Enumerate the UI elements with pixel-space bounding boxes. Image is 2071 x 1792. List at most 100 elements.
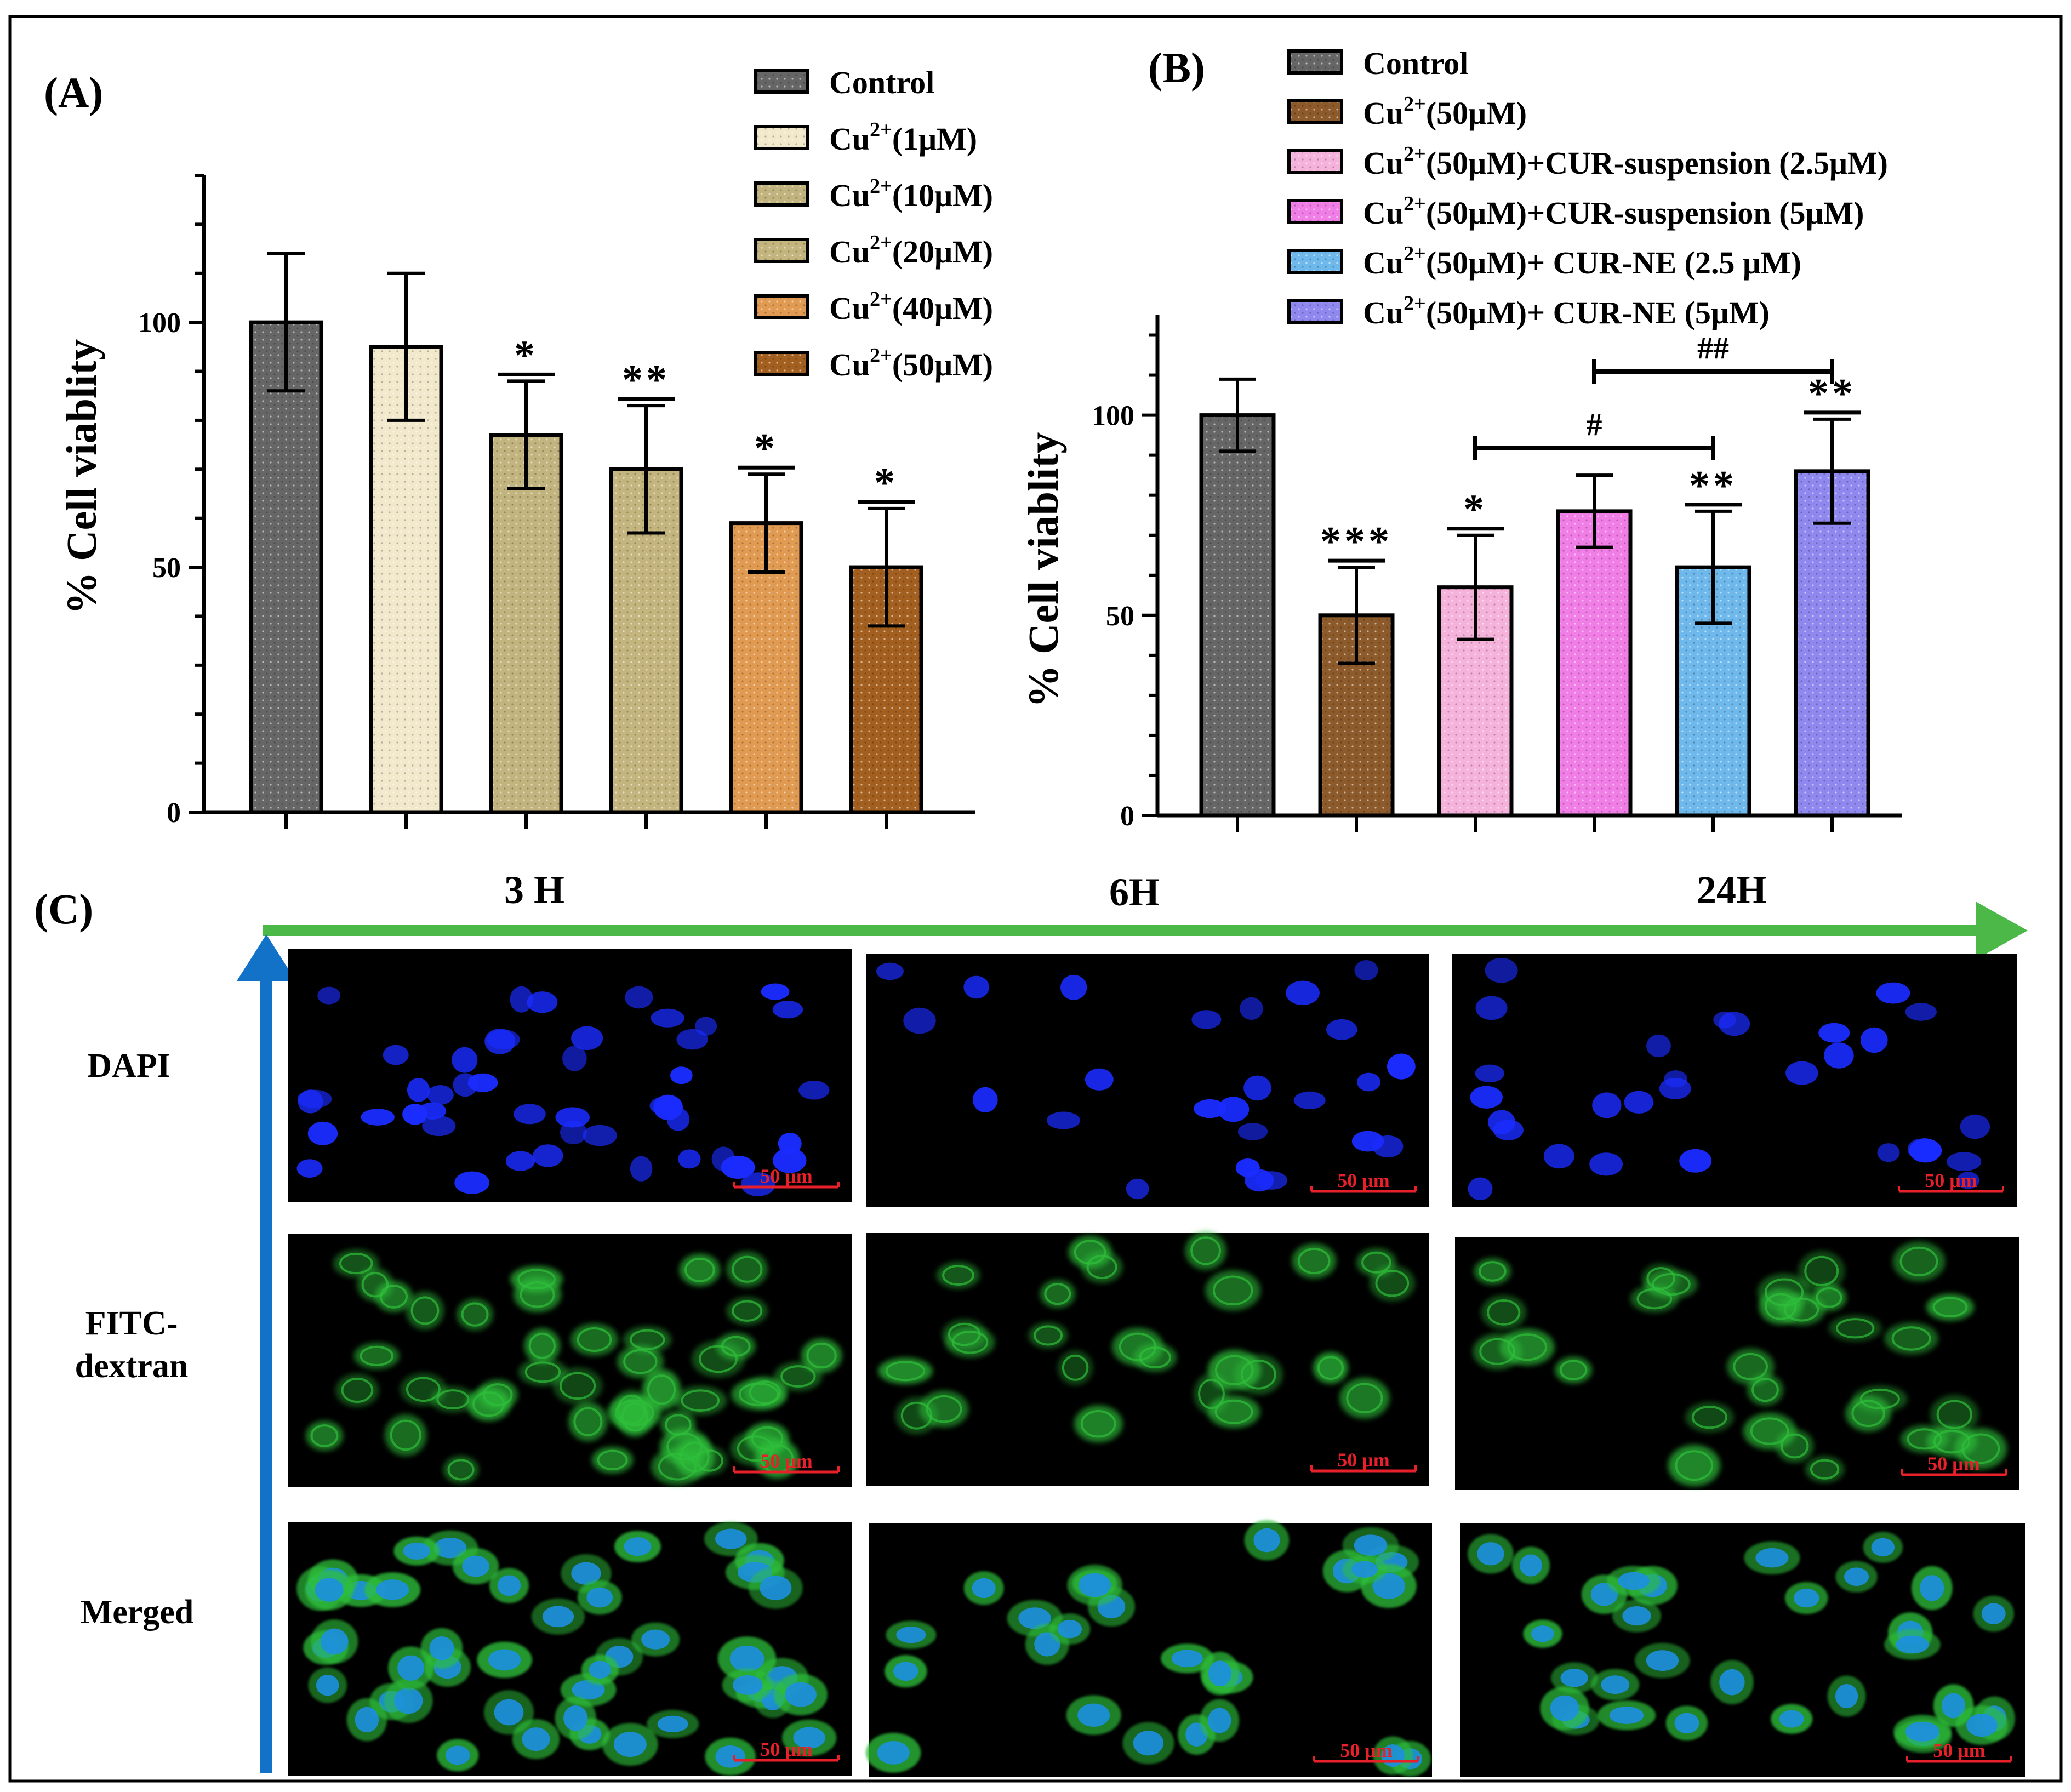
scale-bar-label: 50 μm [760,1450,812,1472]
merged-nucleus [1078,1573,1111,1597]
fitc-cell-edge [1044,1283,1071,1305]
merged-nucleus [1941,1693,1966,1719]
merged-nucleus [316,1675,339,1696]
merged-nucleus [1719,1669,1745,1696]
merged-nucleus [1253,1528,1280,1553]
merged-nucleus [1477,1542,1504,1566]
dapi-nucleus [1876,982,1910,1004]
a-significance-label: * [514,332,538,378]
fitc-cell-edge [1691,1406,1727,1429]
a-legend-swatch [754,125,809,150]
dapi-nucleus [1237,1123,1268,1140]
merged-nucleus [1896,1635,1929,1654]
fitc-cell-edge [1487,1299,1521,1326]
merged-nucleus [729,1645,764,1672]
a-legend-swatch [754,69,809,94]
merged-nucleus [1058,1619,1082,1639]
dapi-nucleus [1240,997,1263,1020]
dapi-nucleus [1824,1042,1854,1069]
dapi-nucleus [1475,996,1508,1020]
a-significance-label: ** [622,357,670,403]
dapi-nucleus [1194,1099,1226,1118]
merged-nucleus [494,1699,524,1726]
panel-b-ylabel: % Cell viablity [1019,432,1067,708]
vertical-arrow-head [237,934,296,981]
merged-nucleus [1531,1625,1554,1642]
b-significance-label: *** [1320,518,1393,564]
merged-nucleus [571,1562,601,1585]
a-legend-swatch [754,238,809,263]
b-legend-swatch [1287,49,1343,75]
panel-a-ylabel: % Cell viablity [58,339,105,615]
b-y-tick-label: 50 [1106,601,1134,632]
a-legend-label: Control [829,65,934,100]
merged-nucleus [1208,1660,1231,1687]
panel-b-bars: ********### [1199,330,1870,832]
dapi-nucleus [307,1121,338,1145]
dapi-nucleus [1085,1068,1114,1091]
dapi-nucleus [1905,1003,1937,1021]
panel-a-y-axis: 0 50 100 [138,174,975,829]
merged-nucleus [1519,1554,1542,1577]
b-bar [1794,469,1870,818]
micrograph-tile: 50 μm [1455,1237,2019,1490]
b-bar [1199,413,1276,818]
dapi-nucleus [630,1156,653,1182]
fitc-cell-edge [948,1322,981,1346]
b-legend-label: Cu2+(50μM)+ CUR-NE (5μM) [1363,292,1770,330]
merged-nucleus [433,1537,467,1559]
dapi-nucleus [1860,1027,1888,1053]
a-bar [369,345,443,814]
merged-nucleus [394,1687,423,1714]
a-y-tick-label: 0 [167,797,181,829]
merged-nucleus [403,1542,431,1560]
merged-nucleus [896,1627,926,1643]
a-legend-label: Cu2+(10μM) [829,175,993,213]
fitc-cell-edge [390,1419,421,1451]
dapi-nucleus [761,983,790,1000]
dapi-nucleus [678,1149,701,1169]
merged-nucleus [589,1660,612,1679]
merged-nucleus [1133,1731,1164,1756]
merged-nucleus [1966,1714,1998,1737]
fitc-cell-edge [680,1441,710,1473]
merged-nucleus [376,1579,409,1600]
fitc-cell-edge [528,1332,556,1359]
b-legend-swatch [1287,199,1343,224]
merged-nucleus [315,1578,344,1602]
dapi-nucleus [721,1155,755,1179]
dapi-nucleus [1912,1138,1937,1161]
dapi-nucleus [1956,1172,1979,1189]
b-y-tick-label: 0 [1120,801,1134,832]
fitc-cell-edge [1375,1269,1410,1297]
dapi-nucleus [740,1172,775,1196]
b-legend-label: Cu2+(50μM) [1363,93,1527,131]
a-bar [489,433,563,814]
fitc-cell-edge [573,1407,603,1436]
merged-nucleus [715,1745,745,1768]
fitc-cell-edge [1062,1354,1089,1381]
dapi-nucleus [1785,1061,1818,1085]
dapi-nucleus [1659,1077,1691,1100]
dapi-nucleus [1356,1072,1380,1092]
row-label-line: FITC- [85,1305,178,1342]
fitc-cell-edge [339,1252,373,1275]
fitc-cell-edge [1190,1236,1221,1265]
a-legend-swatch [754,351,809,376]
scale-bar-label: 50 μm [1337,1169,1389,1191]
time-arrow-shaft [263,925,1978,936]
a-legend-label: Cu2+(1μM) [829,118,977,157]
dapi-nucleus [1191,1010,1222,1029]
fitc-cell-edge [559,1372,596,1400]
scale-bar-label: 50 μm [760,1165,812,1187]
dapi-nucleus [1326,1019,1357,1040]
row-label-merged: Merged [81,1594,194,1631]
dapi-nucleus [510,986,533,1013]
merged-nucleus [893,1662,918,1681]
dapi-nucleus [1646,1034,1671,1058]
dapi-nucleus [1589,1152,1623,1176]
fitc-cell-edge [1891,1326,1931,1351]
dapi-nucleus [514,1104,546,1125]
merged-nucleus [1601,1675,1630,1694]
micrograph-background [1452,954,2017,1207]
